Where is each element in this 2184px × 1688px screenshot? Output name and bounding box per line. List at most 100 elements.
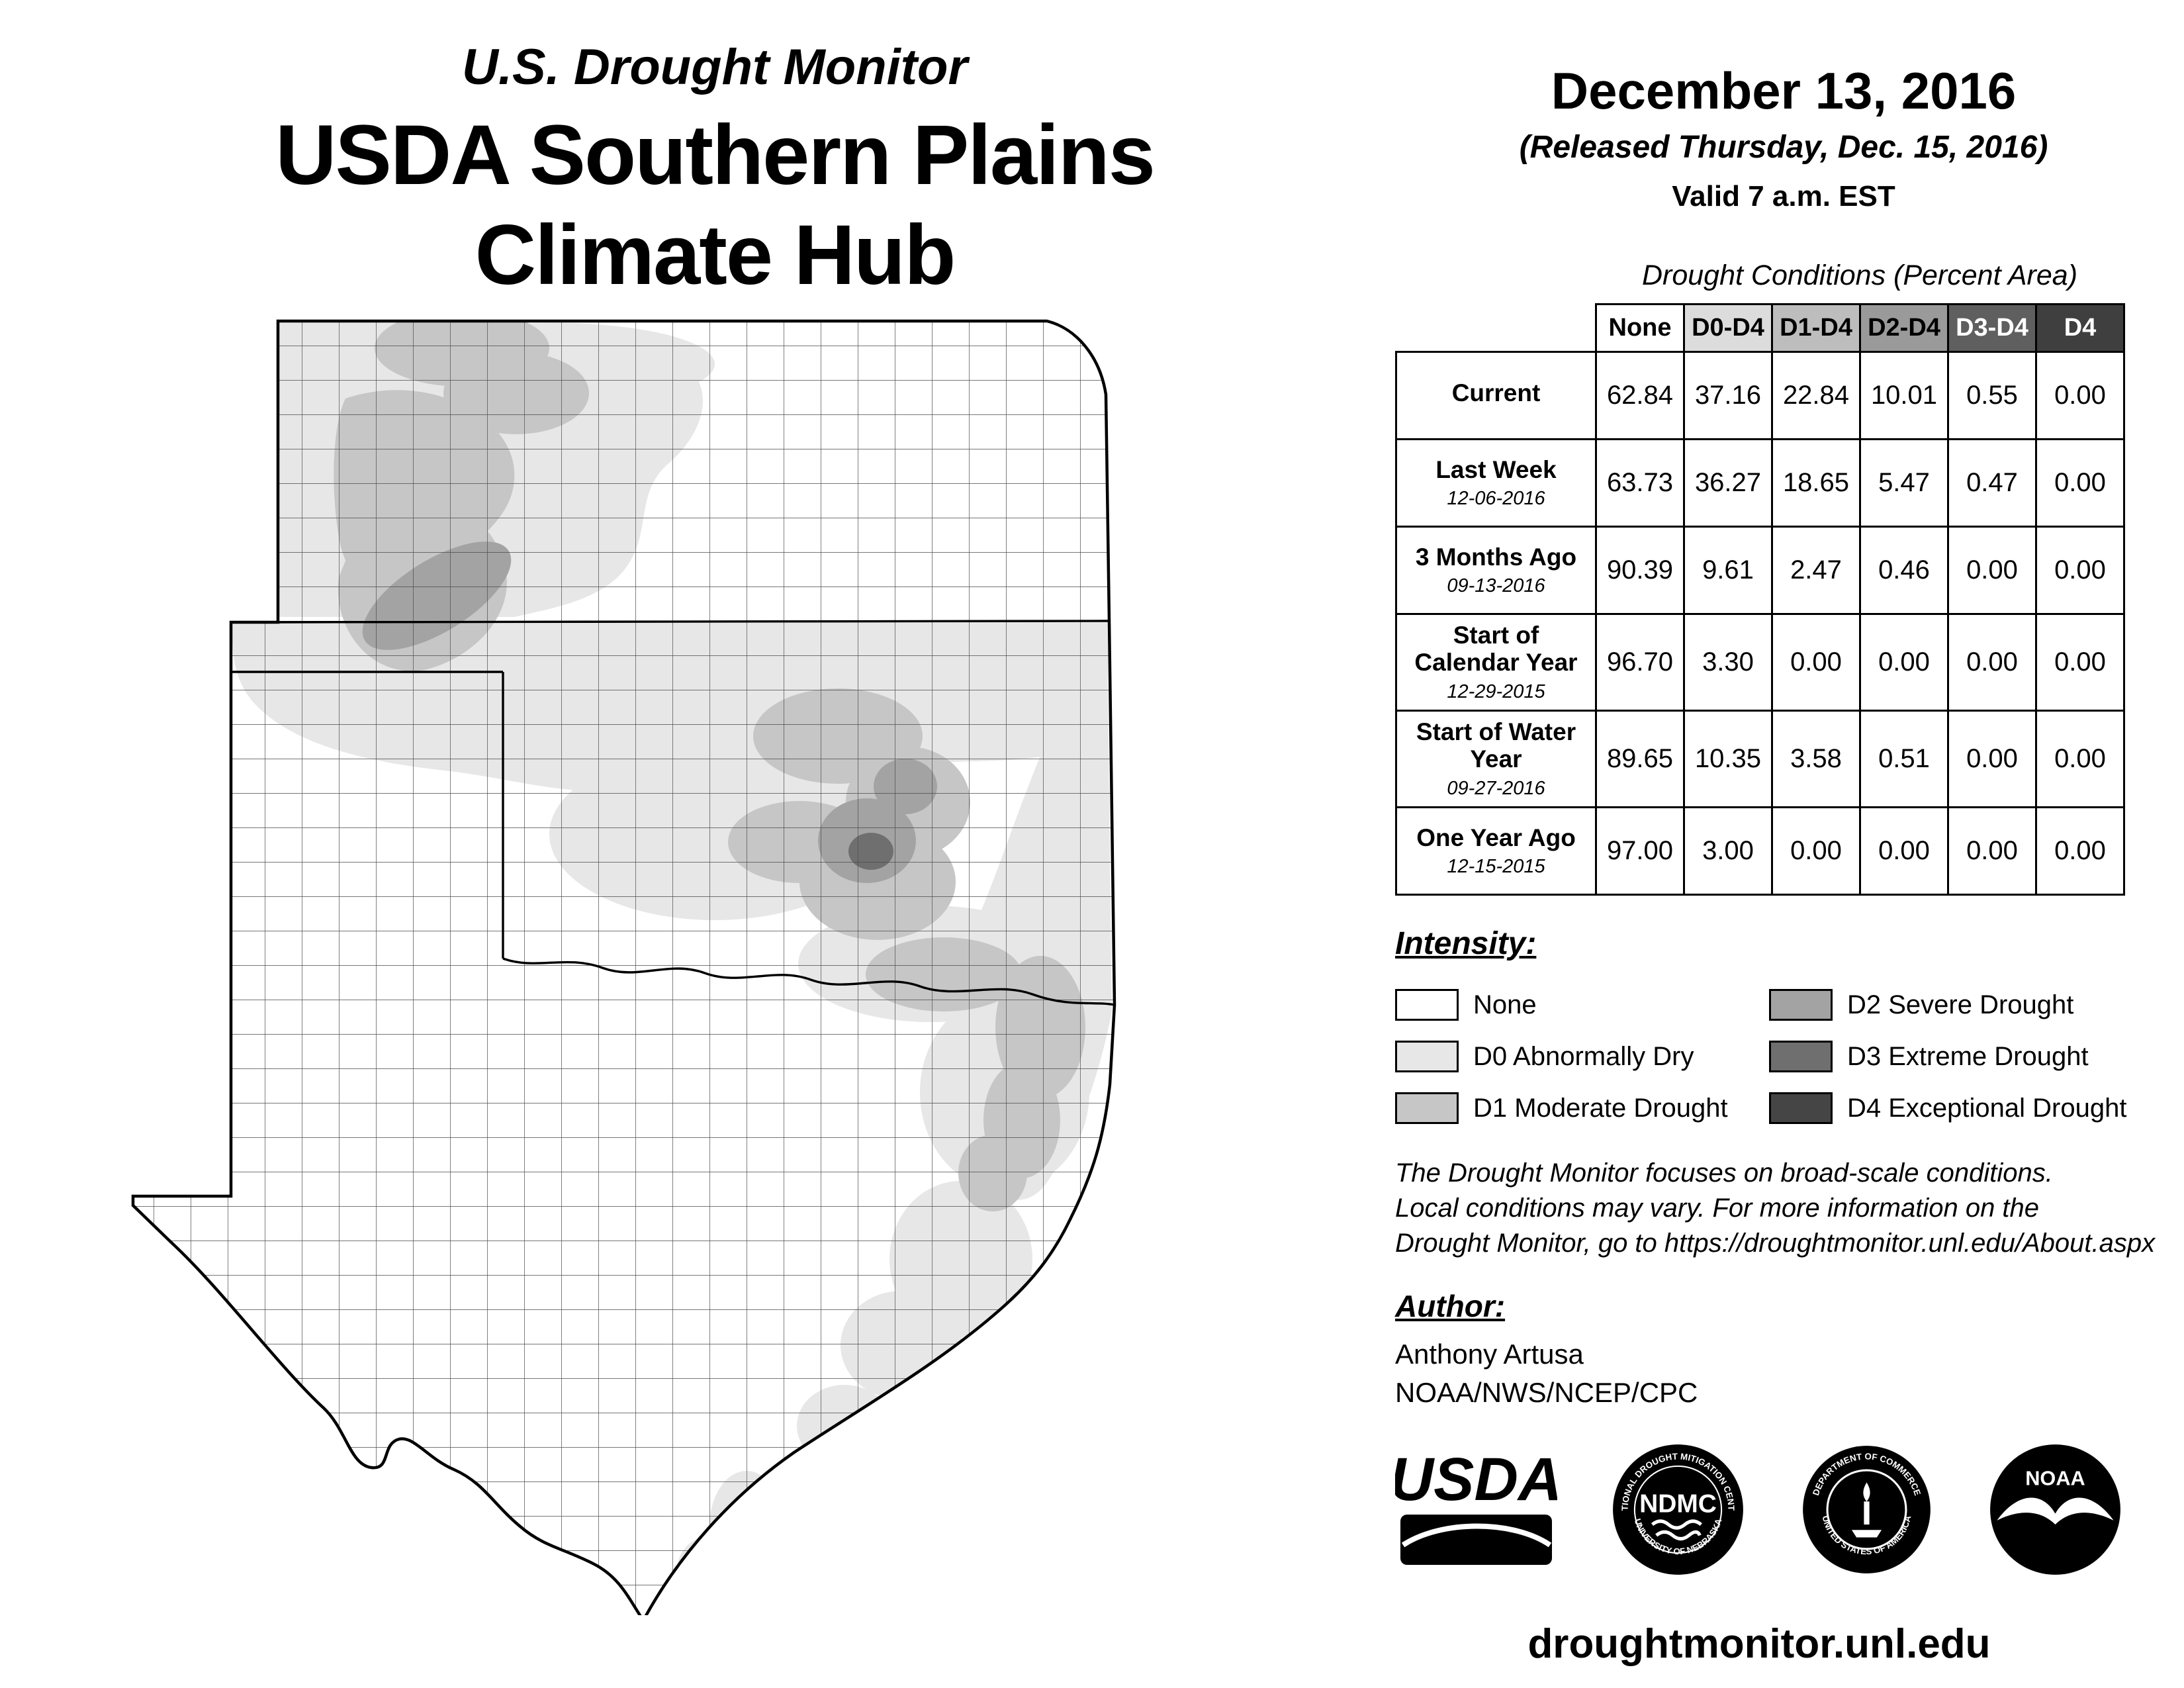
valid-time: Valid 7 a.m. EST xyxy=(1672,180,1895,212)
row-sublabel: 09-13-2016 xyxy=(1447,575,1545,597)
legend-label: None xyxy=(1473,990,1537,1019)
author-name: Anthony Artusa xyxy=(1395,1338,1584,1370)
legend-item-none: None xyxy=(1395,989,1769,1021)
cell-value: 0.00 xyxy=(1947,806,2037,896)
drought-map xyxy=(79,311,1224,1615)
table-row-3-months-ago: 3 Months Ago 09-13-2016 90.39 9.61 2.47 0… xyxy=(1395,526,2125,615)
svg-text:USDA: USDA xyxy=(1395,1446,1557,1513)
disclaimer: The Drought Monitor focuses on broad-sca… xyxy=(1395,1156,2169,1260)
cell-value: 2.47 xyxy=(1771,526,1861,615)
cell-value: 0.00 xyxy=(1859,806,1949,896)
table-header-row: None D0-D4 D1-D4 D2-D4 D3-D4 D4 xyxy=(1396,303,2125,353)
state-borders xyxy=(231,620,1115,1006)
date-block: December 13, 2016 (Released Thursday, De… xyxy=(1403,61,2164,213)
legend-item-d3: D3 Extreme Drought xyxy=(1769,1041,2143,1072)
cell-value: 10.35 xyxy=(1683,709,1773,808)
noaa-logo: NOAA xyxy=(1990,1444,2120,1575)
cell-value: 0.00 xyxy=(2035,613,2125,712)
legend-item-d4: D4 Exceptional Drought xyxy=(1769,1092,2143,1124)
cell-value: 0.46 xyxy=(1859,526,1949,615)
ndmc-logo: NATIONAL DROUGHT MITIGATION CENTER UNIVE… xyxy=(1610,1442,1743,1575)
legend-title: Intensity: xyxy=(1395,926,1537,961)
report-date: December 13, 2016 xyxy=(1551,62,2017,120)
cell-value: 18.65 xyxy=(1771,438,1861,528)
cell-value: 10.01 xyxy=(1859,351,1949,440)
cell-value: 0.47 xyxy=(1947,438,2037,528)
cell-value: 0.00 xyxy=(1771,806,1861,896)
legend-item-d1: D1 Moderate Drought xyxy=(1395,1092,1769,1124)
author-title: Author: xyxy=(1395,1289,1506,1323)
legend-grid: None D2 Severe Drought D0 Abnormally Dry… xyxy=(1395,979,2143,1134)
table-corner xyxy=(1396,304,1596,352)
col-header-d3-d4: D3-D4 xyxy=(1947,303,2037,353)
svg-text:NOAA: NOAA xyxy=(2025,1467,2085,1490)
cell-value: 0.00 xyxy=(1947,526,2037,615)
cell-value: 9.61 xyxy=(1683,526,1773,615)
cell-value: 0.55 xyxy=(1947,351,2037,440)
cell-value: 0.00 xyxy=(1947,613,2037,712)
released-date: (Released Thursday, Dec. 15, 2016) xyxy=(1519,130,2048,165)
legend-item-d2: D2 Severe Drought xyxy=(1769,989,2143,1021)
cell-value: 90.39 xyxy=(1595,526,1685,615)
row-label: Start of Calendar Year xyxy=(1414,622,1578,677)
cell-value: 0.00 xyxy=(2035,438,2125,528)
cell-value: 0.51 xyxy=(1859,709,1949,808)
cell-value: 0.00 xyxy=(1947,709,2037,808)
table-row-start-calendar-year: Start of Calendar Year 12-29-2015 96.70 3… xyxy=(1395,613,2125,712)
col-header-d2-d4: D2-D4 xyxy=(1859,303,1949,353)
region-title-line2: Climate Hub xyxy=(475,208,956,303)
cell-value: 0.00 xyxy=(2035,526,2125,615)
row-label: Last Week xyxy=(1435,455,1557,483)
none-swatch xyxy=(1395,989,1459,1021)
author-org: NOAA/NWS/NCEP/CPC xyxy=(1395,1377,1698,1408)
table-row-last-week: Last Week 12-06-2016 63.73 36.27 18.65 5.… xyxy=(1395,438,2125,528)
row-label: Current xyxy=(1451,379,1541,407)
row-label: One Year Ago xyxy=(1416,823,1576,851)
cell-value: 0.00 xyxy=(1771,613,1861,712)
row-label: 3 Months Ago xyxy=(1415,543,1577,571)
region-title-line1: USDA Southern Plains xyxy=(275,108,1156,203)
footer-url: droughtmonitor.unl.edu xyxy=(1527,1621,1991,1667)
cell-value: 3.30 xyxy=(1683,613,1773,712)
title-block: U.S. Drought Monitor USDA Southern Plain… xyxy=(119,38,1310,305)
cell-value: 5.47 xyxy=(1859,438,1949,528)
disclaimer-line2: Local conditions may vary. For more info… xyxy=(1395,1193,2040,1223)
map-title: U.S. Drought Monitor xyxy=(461,39,968,95)
cell-value: 96.70 xyxy=(1595,613,1685,712)
seal-emblem xyxy=(1863,1482,1870,1502)
legend-label: D4 Exceptional Drought xyxy=(1847,1093,2127,1123)
legend-label: D0 Abnormally Dry xyxy=(1473,1041,1694,1071)
table-row-start-water-year: Start of Water Year 09-27-2016 89.65 10.3… xyxy=(1395,709,2125,808)
cell-value: 0.00 xyxy=(1859,613,1949,712)
row-sublabel: 12-29-2015 xyxy=(1447,680,1545,702)
legend-label: D3 Extreme Drought xyxy=(1847,1041,2089,1071)
region-outline xyxy=(131,319,1116,1615)
cell-value: 3.00 xyxy=(1683,806,1773,896)
intensity-legend: Intensity: None D2 Severe Drought D0 Abn… xyxy=(1395,925,2143,1134)
author-block: Author: Anthony Artusa NOAA/NWS/NCEP/CPC xyxy=(1395,1288,1698,1409)
row-sublabel: 12-06-2016 xyxy=(1447,488,1545,510)
cell-value: 89.65 xyxy=(1595,709,1685,808)
department-of-commerce-logo: DEPARTMENT OF COMMERCE UNITED STATES OF … xyxy=(1803,1446,1931,1573)
county-grid xyxy=(133,321,1115,1615)
legend-item-d0: D0 Abnormally Dry xyxy=(1395,1041,1769,1072)
svg-text:NDMC: NDMC xyxy=(1639,1490,1717,1519)
cell-value: 97.00 xyxy=(1595,806,1685,896)
cell-value: 36.27 xyxy=(1683,438,1773,528)
d4-swatch xyxy=(1769,1092,1833,1124)
cell-value: 62.84 xyxy=(1595,351,1685,440)
col-header-d4: D4 xyxy=(2035,303,2125,353)
col-header-d1-d4: D1-D4 xyxy=(1771,303,1861,353)
logos-row: USDA NATIONAL DROUGHT MITIGATION CENTER … xyxy=(1395,1442,2123,1577)
drought-conditions-table: None D0-D4 D1-D4 D2-D4 D3-D4 D4 Current … xyxy=(1395,303,2125,896)
cell-value: 63.73 xyxy=(1595,438,1685,528)
disclaimer-line3: Drought Monitor, go to https://droughtmo… xyxy=(1395,1228,2156,1258)
d2-swatch xyxy=(1769,989,1833,1021)
table-row-one-year-ago: One Year Ago 12-15-2015 97.00 3.00 0.00 0… xyxy=(1395,806,2125,896)
d3-swatch xyxy=(1769,1041,1833,1072)
cell-value: 0.00 xyxy=(2035,709,2125,808)
d0-swatch xyxy=(1395,1041,1459,1072)
legend-label: D1 Moderate Drought xyxy=(1473,1093,1728,1123)
cell-value: 3.58 xyxy=(1771,709,1861,808)
